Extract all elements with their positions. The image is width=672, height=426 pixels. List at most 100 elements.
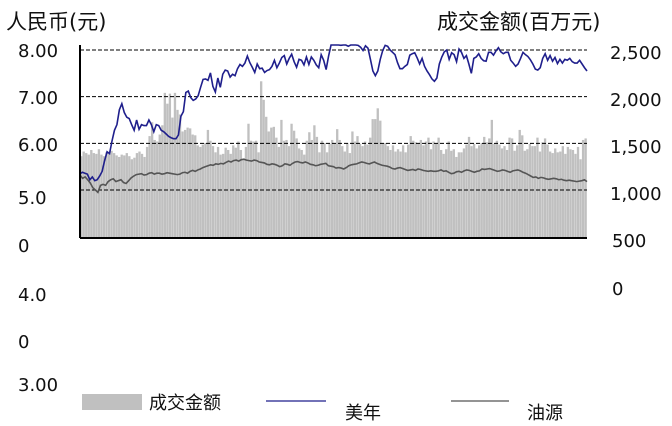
volume-bar	[465, 144, 468, 238]
price-line-a	[79, 44, 588, 182]
volume-bar	[432, 141, 435, 238]
volume-bar	[95, 153, 98, 238]
volume-bar	[356, 136, 359, 238]
volume-bar	[265, 116, 268, 238]
volume-bar	[528, 143, 532, 238]
volume-bar	[574, 153, 577, 238]
right-tick-label: 500	[612, 231, 647, 252]
volume-bar	[90, 149, 93, 238]
volume-bar	[305, 140, 308, 238]
volume-bar	[140, 153, 144, 238]
volume-bar	[216, 146, 220, 238]
right-tick-label: 1,000	[610, 184, 662, 205]
volume-bar	[247, 123, 250, 238]
volume-bar	[452, 149, 455, 238]
left-axis-title: 人民币(元)	[6, 10, 107, 34]
volume-bar	[358, 143, 362, 238]
volume-bar	[483, 136, 486, 238]
volume-bar	[566, 146, 570, 238]
volume-bar	[148, 136, 151, 238]
legend-line-b-label: 油源	[527, 403, 563, 424]
volume-bar	[467, 136, 471, 238]
volume-bar	[196, 145, 199, 238]
volume-bar	[252, 141, 255, 238]
volume-bar	[107, 153, 111, 238]
volume-bar	[282, 140, 286, 238]
volume-bar	[194, 135, 197, 238]
volume-bar	[128, 156, 131, 238]
volume-bar	[351, 131, 354, 238]
volume-bar	[153, 139, 156, 238]
volume-bar	[343, 151, 346, 238]
left-tick-label: 0	[18, 236, 30, 257]
volume-bar	[521, 135, 524, 238]
volume-bar	[548, 151, 552, 238]
volume-bar	[338, 139, 341, 238]
volume-bar	[275, 137, 278, 238]
volume-bar	[120, 154, 123, 238]
volume-bar	[219, 154, 222, 238]
volume-bar	[564, 153, 567, 238]
volume-bar	[374, 119, 377, 238]
volume-bar	[82, 151, 85, 238]
volume-bar	[313, 125, 316, 238]
volume-bar	[186, 127, 189, 238]
volume-bar	[396, 149, 400, 238]
volume-bar	[323, 143, 326, 238]
volume-bar	[145, 146, 149, 238]
volume-bar	[173, 92, 177, 238]
volume-bar	[554, 148, 557, 238]
volume-bar	[368, 137, 372, 238]
volume-bar	[581, 139, 585, 238]
volume-bar	[417, 143, 420, 238]
volume-bar	[399, 151, 402, 238]
volume-bar	[209, 140, 212, 238]
volume-bar	[298, 148, 301, 238]
left-tick-label: 0	[18, 332, 30, 353]
volume-bar	[292, 130, 296, 238]
volume-bar	[488, 138, 491, 238]
volume-bar	[429, 149, 433, 238]
volume-bar	[516, 145, 519, 238]
right-tick-label: 2,500	[610, 43, 662, 64]
volume-bar	[123, 155, 126, 238]
volume-bar	[118, 156, 121, 238]
volume-bar	[161, 125, 164, 238]
volume-bar	[569, 149, 572, 238]
volume-bar	[168, 93, 172, 238]
volume-bar	[384, 143, 387, 238]
volume-bar	[513, 150, 516, 238]
volume-bar	[505, 149, 509, 238]
volume-bar	[571, 149, 575, 238]
volume-bar	[221, 153, 225, 238]
volume-bar	[267, 131, 270, 238]
volume-bar	[561, 146, 564, 238]
volume-bar	[427, 137, 430, 238]
volume-bar	[353, 141, 357, 238]
volume-bar	[254, 140, 258, 238]
volume-bar	[211, 146, 215, 238]
volume-bar	[584, 138, 587, 238]
volume-bar	[445, 149, 448, 238]
volume-bar	[379, 120, 382, 238]
volume-bar	[455, 156, 458, 238]
volume-bar	[348, 153, 352, 238]
right-tick-label: 1,500	[610, 137, 662, 158]
volume-bar	[389, 149, 392, 238]
volume-bar	[143, 156, 146, 238]
volume-bar	[303, 154, 306, 238]
volume-bar	[150, 122, 154, 238]
volume-bar	[470, 146, 473, 238]
volume-bar	[538, 151, 542, 238]
volume-bar	[272, 126, 275, 238]
volume-bar	[239, 149, 243, 238]
volume-bar	[526, 149, 529, 238]
volume-bar	[556, 152, 559, 238]
volume-bar	[490, 119, 493, 238]
volume-bar	[201, 144, 205, 238]
volume-bar	[280, 119, 283, 238]
volume-bar	[249, 140, 253, 238]
volume-bar	[475, 148, 478, 238]
volume-bar	[551, 153, 554, 238]
left-tick-label: 6.00	[18, 135, 59, 156]
